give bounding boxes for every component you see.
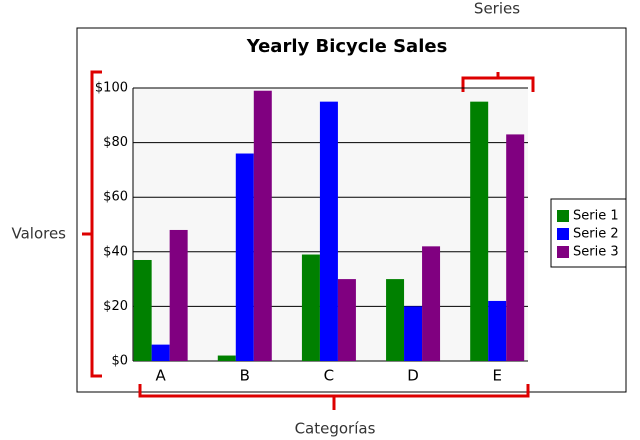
categories-bracket <box>138 384 530 410</box>
bar <box>253 90 272 361</box>
annotation: Categorías <box>295 420 376 438</box>
annotation: Valores <box>11 225 66 243</box>
values-bracket <box>82 70 102 378</box>
legend-label: Serie 1 <box>573 209 619 224</box>
bar <box>169 229 188 361</box>
y-tick-label: $0 <box>111 354 128 369</box>
annotation: Series <box>474 0 520 18</box>
x-tick-label: B <box>240 367 250 385</box>
y-tick-label: $40 <box>103 244 128 259</box>
bar <box>488 300 507 361</box>
y-tick-label: $60 <box>103 190 128 205</box>
chart-title: Yearly Bicycle Sales <box>246 36 448 57</box>
x-tick-label: C <box>324 367 334 385</box>
series-bracket <box>461 72 535 92</box>
bar <box>422 246 441 361</box>
legend-label: Serie 3 <box>573 245 619 260</box>
legend-swatch <box>557 210 569 222</box>
y-tick-label: $100 <box>95 81 128 96</box>
bar <box>235 153 254 361</box>
bar <box>151 344 170 361</box>
x-tick-label: A <box>156 367 167 385</box>
bar <box>386 279 405 361</box>
bar <box>301 254 320 361</box>
x-tick-label: E <box>492 367 501 385</box>
legend-label: Serie 2 <box>573 227 619 242</box>
legend-swatch <box>557 246 569 258</box>
bar <box>470 101 489 362</box>
bar <box>404 306 423 361</box>
bar <box>506 134 525 361</box>
bar <box>337 279 356 361</box>
bar <box>217 355 236 361</box>
bar <box>133 259 152 361</box>
bar <box>319 101 338 362</box>
x-tick-label: D <box>407 367 419 385</box>
y-tick-label: $80 <box>103 135 128 150</box>
legend-swatch <box>557 228 569 240</box>
y-tick-label: $20 <box>103 299 128 314</box>
